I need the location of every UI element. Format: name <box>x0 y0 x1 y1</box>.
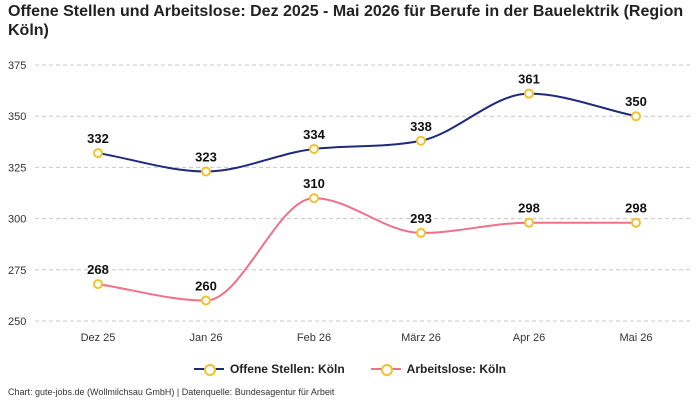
chart-title: Offene Stellen und Arbeitslose: Dez 2025… <box>8 3 684 39</box>
gridlines <box>35 64 692 322</box>
x-tick-label-3: März 26 <box>401 332 441 344</box>
data-label-1-2: 310 <box>303 176 325 191</box>
y-tick-label-250: 250 <box>8 316 26 328</box>
data-point-0-0[interactable] <box>93 148 103 159</box>
data-point-0-2[interactable] <box>309 143 319 154</box>
data-point-1-0[interactable] <box>93 279 103 290</box>
data-point-1-5[interactable] <box>631 217 641 228</box>
x-tick-label-0: Dez 25 <box>81 332 116 344</box>
data-label-0-1: 323 <box>195 149 217 164</box>
y-tick-label-375: 375 <box>8 60 26 72</box>
data-point-0-1[interactable] <box>201 166 211 177</box>
data-point-1-3[interactable] <box>416 227 426 238</box>
legend-label-arbeitslose: Arbeitslose: Köln <box>406 362 507 376</box>
series-line-1 <box>97 197 636 302</box>
data-label-0-4: 361 <box>518 72 540 87</box>
data-label-1-4: 298 <box>518 201 540 216</box>
data-label-1-5: 298 <box>625 201 647 216</box>
x-tick-label-5: Mai 26 <box>619 332 652 344</box>
legend-item-offene-stellen[interactable]: Offene Stellen: Köln <box>193 362 345 376</box>
data-label-0-3: 338 <box>410 119 432 134</box>
data-point-0-5[interactable] <box>631 111 641 122</box>
data-point-0-3[interactable] <box>416 135 426 146</box>
data-label-0-5: 350 <box>625 94 647 109</box>
data-labels: 332 323 334 338 361 350 268 260 310 293 298 298 <box>87 72 647 294</box>
series-line-0 <box>97 92 637 173</box>
data-label-1-0: 268 <box>87 262 109 277</box>
y-tick-label-275: 275 <box>8 265 26 277</box>
x-axis-ticks: Dez 25 Jan 26 Feb 26 März 26 Apr 26 Mai 26 <box>81 332 653 344</box>
y-tick-label-325: 325 <box>8 162 26 174</box>
data-point-1-1[interactable] <box>201 295 211 306</box>
legend-swatch-arbeitslose <box>370 363 401 376</box>
data-points <box>93 88 641 306</box>
x-tick-label-2: Feb 26 <box>297 332 331 344</box>
data-label-1-1: 260 <box>195 279 217 294</box>
y-axis-ticks: 250 275 300 325 350 375 <box>8 60 26 328</box>
line-chart: 250 275 300 325 350 375 Dez 25 Jan 26 Feb 26 Mär… <box>8 60 692 344</box>
footer-source: Chart: gute-jobs.de (Wollmilchsau GmbH) … <box>8 387 335 397</box>
legend-swatch-offene-stellen <box>193 363 224 376</box>
data-point-1-2[interactable] <box>309 193 319 204</box>
legend-item-arbeitslose[interactable]: Arbeitslose: Köln <box>370 362 507 376</box>
data-label-1-3: 293 <box>410 211 432 226</box>
data-point-1-4[interactable] <box>524 217 534 228</box>
data-label-0-2: 334 <box>303 127 325 142</box>
legend-label-offene-stellen: Offene Stellen: Köln <box>229 362 345 376</box>
data-label-0-0: 332 <box>87 131 109 146</box>
y-tick-label-350: 350 <box>8 111 26 123</box>
x-tick-label-4: Apr 26 <box>513 332 545 344</box>
data-point-0-4[interactable] <box>524 88 534 99</box>
x-tick-label-1: Jan 26 <box>189 332 222 344</box>
legend: Offene Stellen: Köln Arbeitslose: Köln <box>0 362 700 376</box>
y-tick-label-300: 300 <box>8 214 26 226</box>
